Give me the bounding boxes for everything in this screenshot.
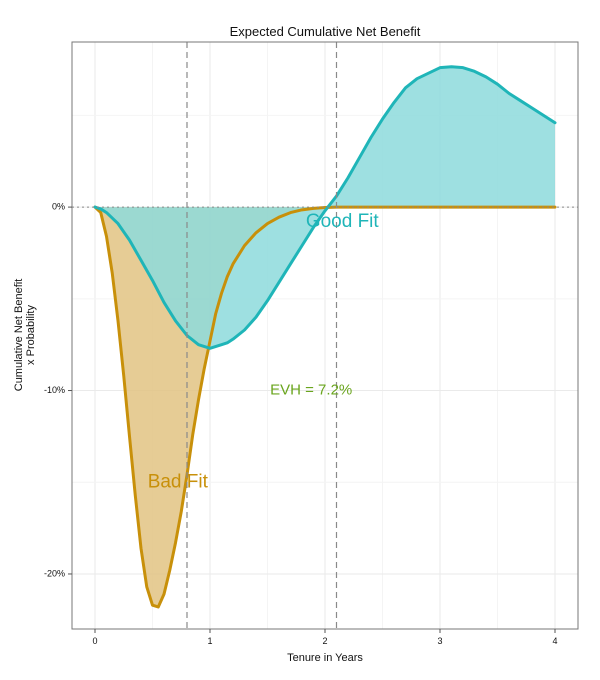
good-fit-line bbox=[93, 65, 557, 350]
x-tick-label: 1 bbox=[207, 636, 212, 646]
y-axis-label-secondary: x Probability bbox=[25, 305, 37, 365]
bad-fit-line bbox=[93, 205, 557, 609]
annotation-label: Good Fit bbox=[306, 211, 380, 232]
y-axis-label: Cumulative Net Benefit bbox=[13, 279, 25, 392]
annotation-label: Bad Fit bbox=[148, 471, 209, 492]
x-tick-label: 4 bbox=[552, 636, 557, 646]
y-tick-label: 0% bbox=[52, 201, 65, 211]
x-tick-label: 0 bbox=[92, 636, 97, 646]
annotations: Good Fit Bad Fit EVH = 7.2% bbox=[148, 211, 380, 492]
y-tick-label: -10% bbox=[44, 385, 65, 395]
x-tick-label: 3 bbox=[437, 636, 442, 646]
axes: 0 1 2 3 4 0% -10% -20% bbox=[44, 41, 579, 646]
y-tick-label: -20% bbox=[44, 568, 65, 578]
series-lines bbox=[93, 65, 557, 609]
x-axis-label: Tenure in Years bbox=[287, 652, 363, 664]
x-tick-label: 2 bbox=[322, 636, 327, 646]
reference-lines bbox=[72, 42, 578, 629]
annotation-label: EVH = 7.2% bbox=[270, 382, 352, 399]
chart-title: Expected Cumulative Net Benefit bbox=[230, 24, 421, 39]
